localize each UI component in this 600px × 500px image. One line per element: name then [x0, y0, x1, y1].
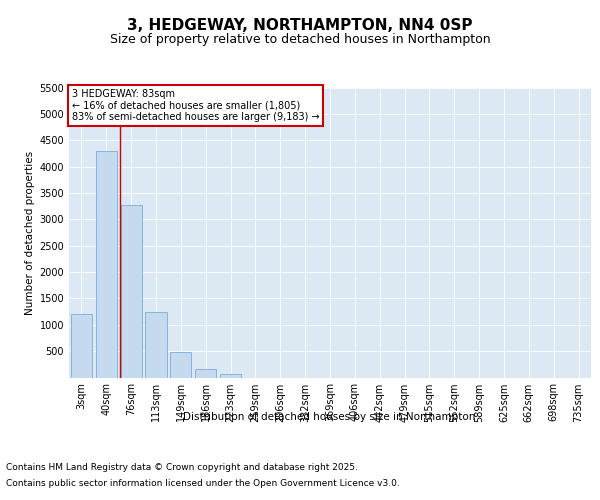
Bar: [96, 151, 117, 378]
Text: Distribution of detached houses by size in Northampton: Distribution of detached houses by size …: [182, 412, 475, 422]
Text: 3, HEDGEWAY, NORTHAMPTON, NN4 0SP: 3, HEDGEWAY, NORTHAMPTON, NN4 0SP: [127, 18, 473, 32]
Text: Contains HM Land Registry data © Crown copyright and database right 2025.: Contains HM Land Registry data © Crown c…: [6, 464, 358, 472]
Bar: [195, 370, 216, 378]
Y-axis label: Number of detached properties: Number of detached properties: [25, 150, 35, 314]
Text: Size of property relative to detached houses in Northampton: Size of property relative to detached ho…: [110, 32, 490, 46]
Text: 3 HEDGEWAY: 83sqm
← 16% of detached houses are smaller (1,805)
83% of semi-detac: 3 HEDGEWAY: 83sqm ← 16% of detached hous…: [71, 89, 319, 122]
Text: Contains public sector information licensed under the Open Government Licence v3: Contains public sector information licen…: [6, 478, 400, 488]
Bar: [121, 204, 142, 378]
Bar: [71, 314, 92, 378]
Bar: [170, 352, 191, 378]
Bar: [145, 312, 167, 378]
Bar: [220, 374, 241, 378]
